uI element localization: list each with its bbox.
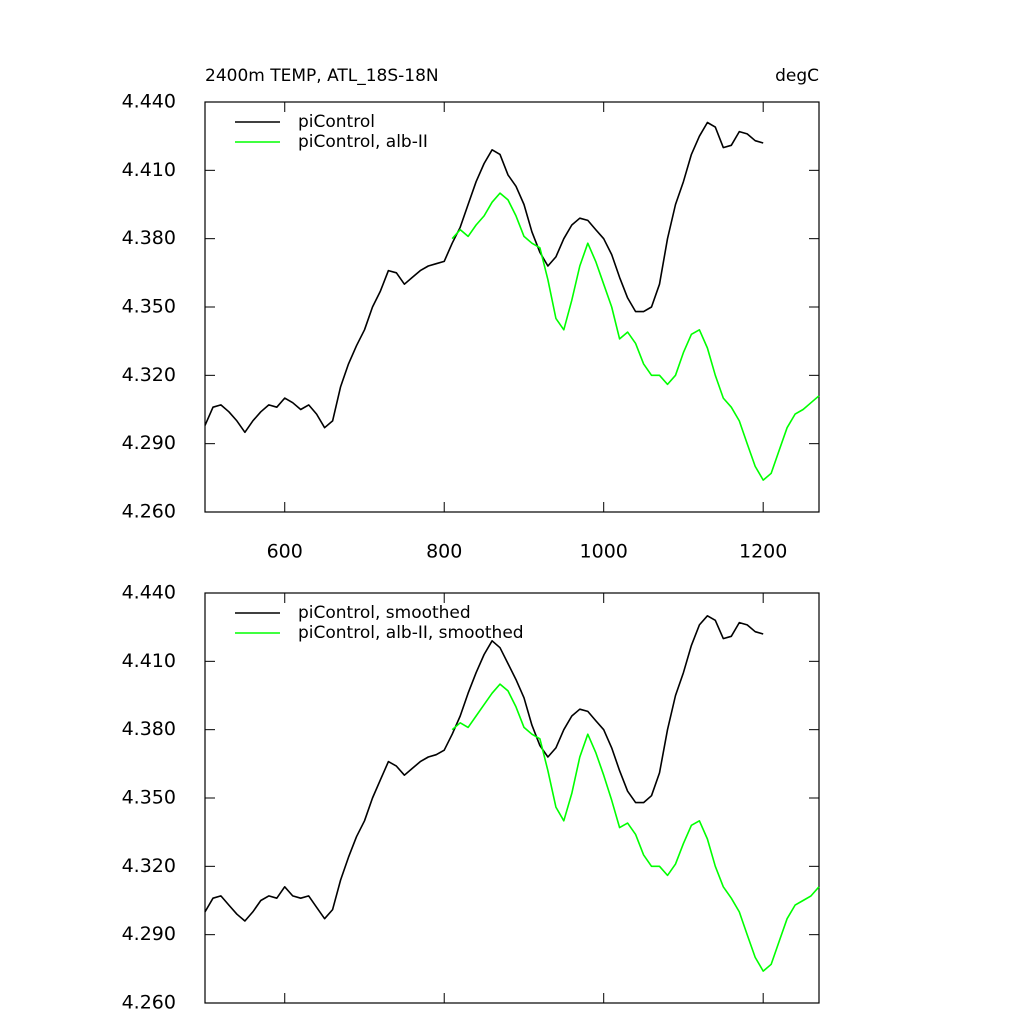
y-tick-label: 4.380 (122, 718, 176, 740)
y-tick-label: 4.350 (122, 296, 176, 318)
legend-label: piControl, smoothed (298, 603, 471, 623)
y-tick-label: 4.260 (122, 501, 176, 523)
y-tick-label: 4.410 (122, 650, 176, 672)
y-tick-label: 4.260 (122, 992, 176, 1014)
legend-label: piControl, alb-II, smoothed (298, 623, 524, 643)
y-tick-label: 4.290 (122, 432, 176, 454)
data-line (204, 121, 764, 434)
unit-label: degC (775, 66, 819, 86)
data-line (451, 683, 820, 972)
plot-frame (204, 101, 820, 513)
chart-title: 2400m TEMP, ATL_18S-18N (205, 66, 439, 86)
y-tick-label: 4.320 (122, 855, 176, 877)
x-tick-label: 800 (426, 541, 462, 563)
data-line (204, 615, 764, 922)
plot-frame (204, 592, 820, 1004)
x-tick-label: 1200 (739, 541, 787, 563)
data-line (451, 192, 820, 481)
y-tick-label: 4.320 (122, 364, 176, 386)
y-tick-label: 4.440 (122, 582, 176, 604)
y-tick-label: 4.350 (122, 787, 176, 809)
y-tick-label: 4.380 (122, 227, 176, 249)
x-tick-label: 1000 (580, 541, 628, 563)
y-tick-label: 4.410 (122, 159, 176, 181)
legend-label: piControl, alb-II (298, 132, 428, 152)
x-tick-label: 600 (267, 541, 303, 563)
legend-label: piControl (298, 112, 375, 132)
y-tick-label: 4.290 (122, 923, 176, 945)
y-tick-label: 4.440 (122, 91, 176, 113)
